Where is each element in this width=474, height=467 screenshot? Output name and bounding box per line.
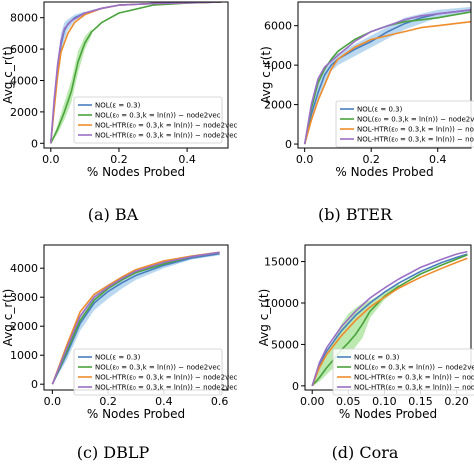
x-axis-label: % Nodes Probed — [87, 165, 185, 179]
x-tick-label: 0.0 — [42, 153, 60, 166]
x-tick-label: 0.00 — [300, 395, 325, 408]
x-tick-label: 0.2 — [99, 395, 117, 408]
series-line-3 — [50, 2, 222, 144]
x-tick-label: 0.0 — [44, 395, 62, 408]
legend-box — [73, 96, 223, 144]
legend-label-1: NOL(ε₀ = 0.3,k = ln(n)) − node2vec — [354, 364, 474, 372]
y-tick-label: 4000 — [264, 59, 292, 72]
x-tick-label: 0.2 — [110, 153, 128, 166]
legend-box — [332, 348, 474, 396]
x-tick-label: 0.05 — [336, 395, 361, 408]
x-axis-label: % Nodes Probed — [339, 407, 437, 421]
legend-label-0: NOL(ε = 0.3) — [354, 354, 400, 362]
plot-area — [50, 2, 222, 144]
series-line-2 — [311, 257, 468, 387]
legend: NOL(ε = 0.3) NOL(ε₀ = 0.3,k = ln(n)) − no… — [73, 96, 238, 144]
legend-label-3: NOL-HTR(ε₀ = 0.3,k = ln(n)) − node2vec — [95, 132, 238, 140]
y-tick-label: 4000 — [10, 74, 38, 87]
confidence-band-1 — [50, 28, 92, 144]
legend-label-3: NOL-HTR(ε₀ = 0.3,k = ln(n)) − node2vec — [95, 384, 238, 392]
chart-panel-1: 0.0 0.2 0.4 0 2000 4000 6000 % Nodes Probed Avg … — [259, 1, 474, 224]
x-tick-label: 0.6 — [211, 395, 229, 408]
x-tick-label: 0.4 — [429, 153, 447, 166]
legend-label-3: NOL-HTR(ε₀ = 0.3,k = ln(n)) − node2vec — [357, 136, 474, 144]
panel-caption: (a) BA — [88, 205, 139, 224]
series-line-0 — [51, 252, 220, 385]
series-line-3 — [51, 251, 220, 385]
legend-label-1: NOL(ε₀ = 0.3,k = ln(n)) − node2vec — [95, 364, 221, 372]
x-tick-label: 0.4 — [155, 395, 173, 408]
panel-caption: (b) BTER — [318, 205, 393, 224]
legend-box — [73, 348, 223, 396]
legend: NOL(ε = 0.3) NOL(ε₀ = 0.3,k = ln(n)) − no… — [73, 348, 238, 396]
y-tick-label: 0 — [31, 378, 38, 391]
legend-label-2: NOL-HTR(ε₀ = 0.3,k = ln(n)) − node2vec — [354, 374, 474, 382]
y-tick-label: 3000 — [10, 291, 38, 304]
confidence-band-0 — [52, 252, 220, 385]
y-tick-label: 5000 — [271, 338, 299, 351]
legend: NOL(ε = 0.3) NOL(ε₀ = 0.3,k = ln(n)) − no… — [335, 100, 474, 148]
chart-panel-2: 0.0 0.2 0.4 0.6 0 1000 2000 3000 4000 % Nodes Pro… — [1, 244, 238, 462]
axes-frame — [43, 1, 229, 149]
y-tick-label: 1000 — [10, 349, 38, 362]
y-tick-label: 2000 — [10, 320, 38, 333]
y-axis-label: Avg c_r(t) — [1, 289, 15, 347]
panel-caption: (d) Cora — [332, 443, 399, 462]
x-tick-label: 0.15 — [408, 395, 433, 408]
y-tick-label: 6000 — [264, 20, 292, 33]
series-line-1 — [303, 11, 471, 145]
y-tick-label: 4000 — [10, 262, 38, 275]
x-tick-label: 0.0 — [296, 153, 314, 166]
y-tick-label: 8000 — [10, 12, 38, 25]
y-tick-label: 0 — [285, 138, 292, 151]
confidence-band-0 — [304, 6, 471, 145]
series-line-3 — [311, 250, 468, 387]
legend-label-2: NOL-HTR(ε₀ = 0.3,k = ln(n)) − node2vec — [95, 122, 238, 130]
y-tick-label: 6000 — [10, 43, 38, 56]
series-line-2 — [51, 251, 220, 385]
x-axis-label: % Nodes Probed — [335, 165, 433, 179]
series-line-0 — [311, 253, 468, 387]
series-line-2 — [303, 20, 471, 145]
legend: NOL(ε = 0.3) NOL(ε₀ = 0.3,k = ln(n)) − no… — [332, 348, 474, 396]
y-tick-label: 2000 — [10, 106, 38, 119]
x-axis-label: % Nodes Probed — [87, 407, 185, 421]
y-tick-label: 0 — [292, 380, 299, 393]
chart-panel-3: 0.00 0.05 0.10 0.15 0.20 0 5000 10000 15000 % Nod… — [257, 244, 474, 462]
chart-panel-0: 0.0 0.2 0.4 0 2000 4000 6000 8000 % Nodes Probed… — [1, 1, 238, 224]
series-line-0 — [303, 9, 471, 145]
legend-box — [335, 100, 474, 148]
axes-frame — [297, 1, 472, 149]
plot-area — [51, 251, 220, 385]
x-tick-label: 0.2 — [362, 153, 380, 166]
legend-label-0: NOL(ε = 0.3) — [357, 106, 403, 114]
x-tick-label: 0.20 — [444, 395, 469, 408]
legend-label-1: NOL(ε₀ = 0.3,k = ln(n)) − node2vec — [357, 116, 474, 124]
series-line-1 — [311, 254, 468, 387]
y-axis-label: Avg c_r(t) — [259, 46, 273, 104]
legend-label-3: NOL-HTR(ε₀ = 0.3,k = ln(n)) − node2vec — [354, 384, 474, 392]
x-tick-label: 0.4 — [178, 153, 196, 166]
x-tick-label: 0.10 — [372, 395, 397, 408]
y-tick-label: 10000 — [264, 297, 299, 310]
panel-caption: (c) DBLP — [77, 443, 150, 462]
legend-label-0: NOL(ε = 0.3) — [95, 102, 141, 110]
y-tick-label: 15000 — [264, 256, 299, 269]
series-line-1 — [50, 2, 222, 144]
y-axis-label: Avg c_r(t) — [257, 289, 271, 347]
y-axis-label: Avg c_r(t) — [1, 46, 15, 104]
series-line-3 — [303, 9, 471, 145]
legend-label-0: NOL(ε = 0.3) — [95, 354, 141, 362]
y-tick-label: 0 — [31, 137, 38, 150]
plot-area — [303, 6, 471, 145]
legend-label-2: NOL-HTR(ε₀ = 0.3,k = ln(n)) − node2vec — [95, 374, 238, 382]
y-tick-label: 2000 — [264, 99, 292, 112]
legend-label-2: NOL-HTR(ε₀ = 0.3,k = ln(n)) − node2vec — [357, 126, 474, 134]
legend-label-1: NOL(ε₀ = 0.3,k = ln(n)) − node2vec — [95, 112, 221, 120]
